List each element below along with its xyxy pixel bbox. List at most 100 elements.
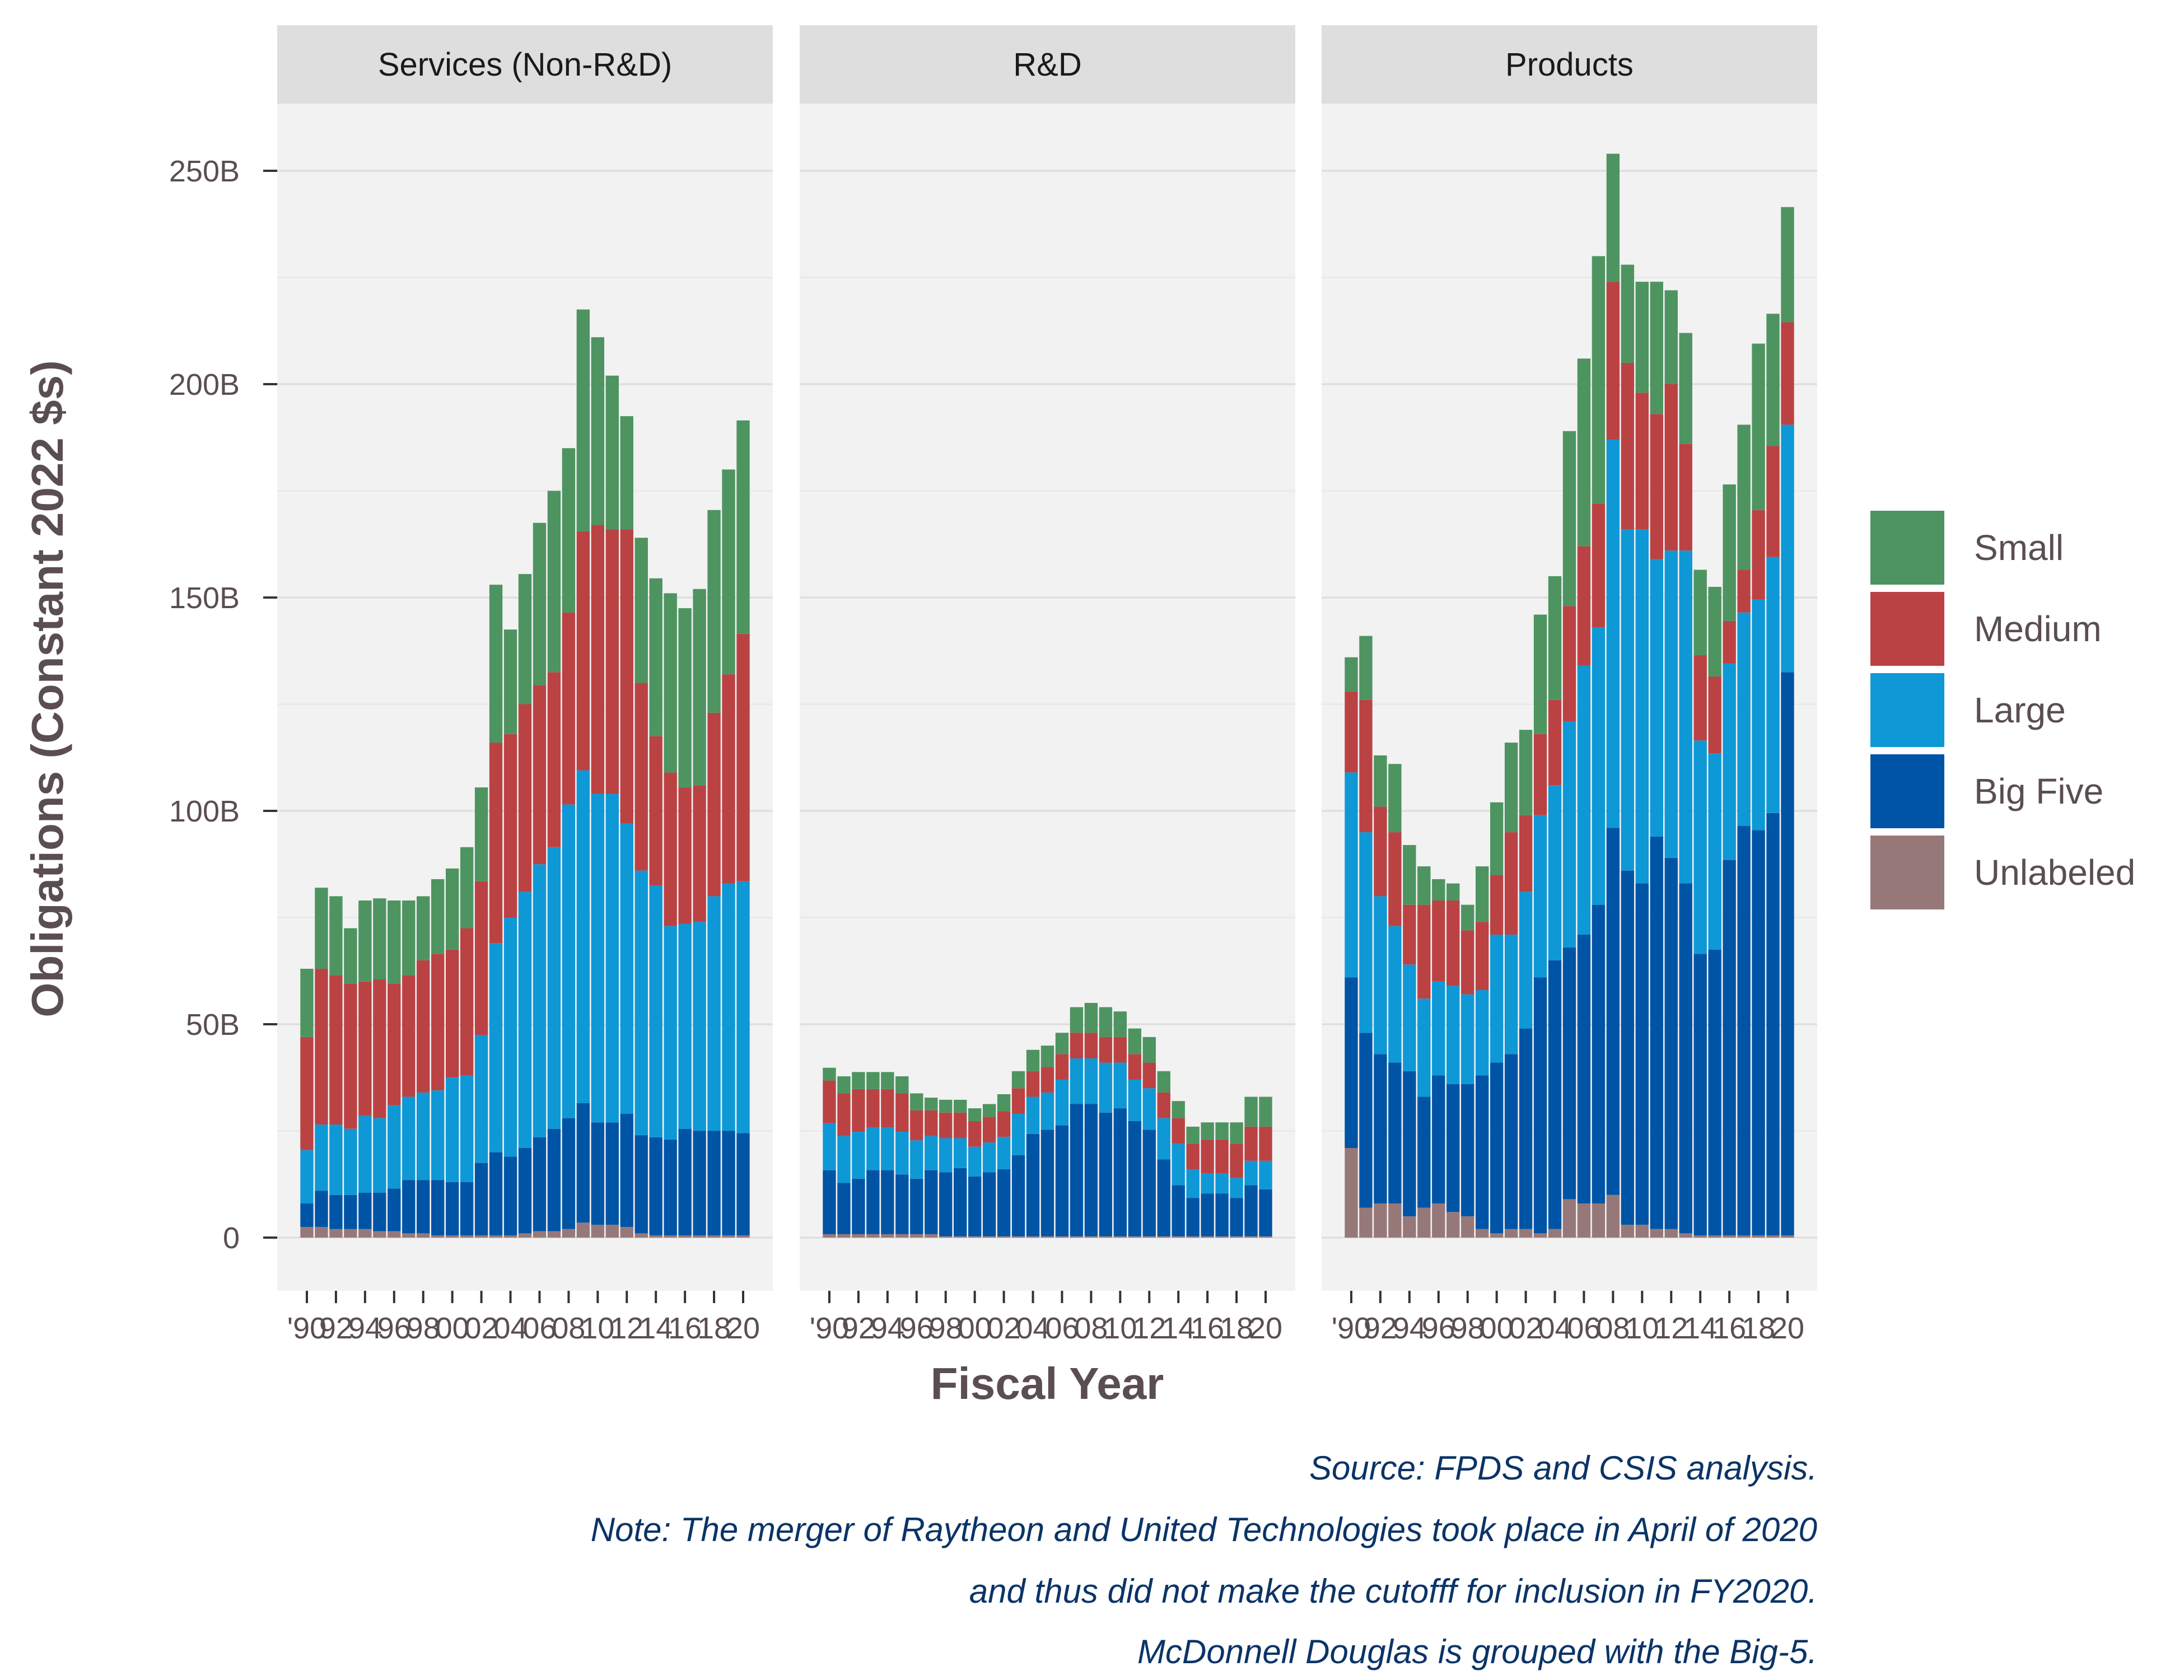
bar-segment-medium	[997, 1111, 1011, 1137]
legend-label: Large	[1974, 690, 2066, 730]
x-tick-label: 08	[1074, 1312, 1108, 1345]
bar-segment-small	[881, 1072, 894, 1089]
legend-swatch	[1870, 511, 1944, 585]
x-tick-label: 18	[697, 1312, 731, 1345]
bar-segment-big-five	[1113, 1108, 1127, 1236]
bar-segment-large	[489, 943, 503, 1152]
bar-segment-unlabeled	[1693, 1235, 1707, 1238]
bar-segment-big-five	[1432, 1075, 1445, 1204]
bar-segment-large	[1548, 785, 1562, 960]
bar-segment-big-five	[895, 1174, 909, 1234]
bar-segment-medium	[910, 1110, 923, 1141]
x-tick-label: 04	[1016, 1312, 1049, 1345]
bar-segment-unlabeled	[1374, 1203, 1387, 1238]
bar-segment-unlabeled	[1533, 1233, 1547, 1238]
bar-segment-large	[503, 917, 517, 1157]
x-tick-label: 00	[1480, 1312, 1514, 1345]
bar-segment-big-five	[1519, 1028, 1533, 1229]
bar-segment-large	[1635, 529, 1649, 884]
bar-segment-large	[1504, 934, 1518, 1054]
x-tick-label: 12	[1654, 1312, 1688, 1345]
bar-segment-large	[823, 1123, 836, 1170]
bar-segment-large	[736, 881, 750, 1133]
bar-segment-medium	[1259, 1126, 1272, 1161]
bar-segment-medium	[1403, 904, 1416, 965]
bar-segment-big-five	[939, 1172, 953, 1236]
bar-segment-big-five	[1650, 836, 1663, 1229]
bar-segment-big-five	[1723, 860, 1736, 1236]
bar-segment-small	[1417, 866, 1431, 905]
bar-segment-medium	[664, 772, 677, 926]
bar-segment-unlabeled	[634, 1233, 648, 1238]
bar-segment-small	[431, 879, 445, 954]
bar-segment-big-five	[1230, 1198, 1243, 1236]
bar-segment-big-five	[837, 1183, 851, 1234]
bar-segment-medium	[1708, 676, 1721, 754]
bar-segment-medium	[1128, 1054, 1141, 1080]
x-tick-label: 96	[1422, 1312, 1455, 1345]
y-axis-title: Obligations (Constant 2022 $s)	[22, 360, 72, 1018]
bar-segment-small	[722, 469, 735, 675]
facet-strip	[800, 25, 1295, 104]
bar-segment-big-five	[315, 1191, 328, 1227]
bar-segment-large	[344, 1128, 357, 1195]
bar-segment-small	[547, 491, 561, 673]
bar-segment-medium	[939, 1112, 953, 1138]
bar-segment-unlabeled	[358, 1229, 372, 1238]
legend-swatch	[1870, 836, 1944, 909]
bar-segment-unlabeled	[1128, 1236, 1141, 1238]
bar-segment-big-five	[1679, 883, 1692, 1234]
bar-segment-small	[1737, 424, 1751, 570]
bar-segment-medium	[1157, 1092, 1170, 1118]
bar-segment-unlabeled	[591, 1225, 605, 1238]
caption-line: Note: The merger of Raytheon and United …	[591, 1511, 1817, 1548]
bar-segment-medium	[954, 1112, 967, 1138]
bar-segment-unlabeled	[693, 1235, 706, 1238]
bar-segment-large	[300, 1150, 314, 1204]
bar-segment-medium	[823, 1080, 836, 1123]
x-tick-label: 20	[1249, 1312, 1282, 1345]
bar-segment-unlabeled	[1723, 1235, 1736, 1238]
bar-segment-unlabeled	[1011, 1236, 1025, 1238]
bar-segment-medium	[1446, 900, 1460, 986]
bar-segment-medium	[388, 983, 401, 1105]
bars	[823, 1002, 1272, 1238]
bar-segment-medium	[518, 704, 532, 892]
bar-segment-medium	[1504, 832, 1518, 935]
bar-segment-medium	[736, 633, 750, 881]
bar-segment-big-five	[1099, 1112, 1113, 1236]
bar-segment-small	[1504, 743, 1518, 833]
bar-segment-unlabeled	[1359, 1207, 1373, 1238]
bar-segment-unlabeled	[1504, 1229, 1518, 1238]
bar-segment-unlabeled	[533, 1231, 547, 1238]
bar-segment-unlabeled	[954, 1236, 967, 1238]
bar-segment-small	[300, 968, 314, 1037]
bar-segment-medium	[1374, 806, 1387, 897]
facet-strip	[277, 25, 773, 104]
bar-segment-large	[1708, 753, 1721, 950]
x-tick-label: 02	[465, 1312, 498, 1345]
bar-segment-small	[373, 898, 386, 979]
bar-segment-medium	[445, 949, 459, 1078]
bar-segment-medium	[605, 529, 619, 794]
x-tick-label: 06	[522, 1312, 556, 1345]
bar-segment-large	[1201, 1173, 1214, 1194]
bar-segment-medium	[1142, 1062, 1156, 1089]
bar-segment-unlabeled	[547, 1231, 561, 1238]
bar-segment-big-five	[358, 1192, 372, 1229]
bar-segment-small	[1230, 1122, 1243, 1144]
bar-segment-large	[460, 1075, 474, 1182]
bar-segment-medium	[1230, 1144, 1243, 1178]
bar-segment-unlabeled	[620, 1226, 633, 1238]
facet-strip	[1322, 25, 1817, 104]
bar-segment-large	[315, 1124, 328, 1191]
bar-segment-large	[925, 1136, 938, 1170]
bar-segment-large	[1172, 1144, 1185, 1186]
x-tick-label: 96	[377, 1312, 411, 1345]
bar-segment-large	[1752, 599, 1765, 830]
bar-segment-large	[562, 804, 576, 1118]
bar-segment-medium	[895, 1093, 909, 1132]
bar-segment-small	[678, 608, 692, 788]
bar-segment-big-five	[1403, 1071, 1416, 1216]
bar-segment-big-five	[1562, 947, 1576, 1200]
